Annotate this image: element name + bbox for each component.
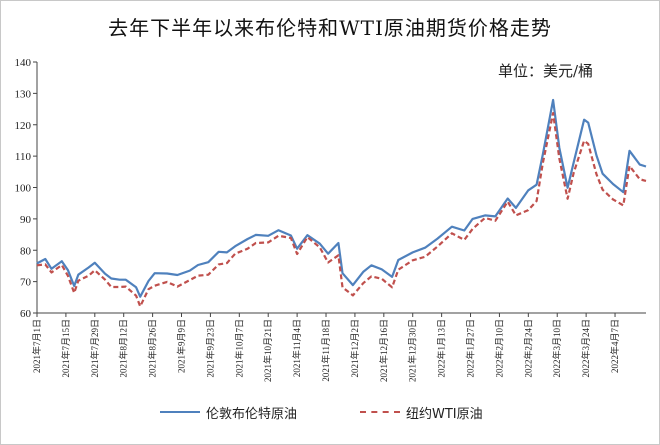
x-tick-label: 2022年2月10日 — [493, 319, 504, 378]
x-tick-label: 2022年3月10日 — [551, 319, 562, 378]
y-tick-label: 90 — [20, 214, 32, 226]
legend-label-brent: 伦敦布伦特原油 — [206, 406, 298, 422]
y-tick-label: 120 — [15, 120, 32, 132]
y-tick-labels: 60 70 80 90 100 110 120 130 140 — [15, 57, 32, 320]
legend: 伦敦布伦特原油 纽约WTI原油 — [160, 402, 580, 422]
x-tick-label: 2022年1月13日 — [436, 319, 447, 378]
x-tick-label: 2021年11月4日 — [291, 319, 302, 377]
x-tick-label: 2021年10月7日 — [233, 319, 244, 378]
y-tick-label: 140 — [15, 57, 32, 69]
x-tick-label: 2021年12月16日 — [378, 319, 389, 382]
x-tick-label: 2022年1月27日 — [465, 319, 476, 378]
y-tick-label: 70 — [20, 277, 32, 289]
x-tick-label: 2022年2月24日 — [522, 319, 533, 378]
x-tick-label: 2021年7月29日 — [89, 319, 100, 378]
y-tick-label: 80 — [20, 245, 32, 257]
legend-item-wti: 纽约WTI原油 — [360, 402, 483, 422]
chart-title: 去年下半年以来布伦特和WTI原油期货价格走势 — [108, 16, 552, 40]
legend-item-brent: 伦敦布伦特原油 — [160, 402, 297, 422]
x-tick-label: 2021年7月15日 — [60, 319, 71, 378]
x-tick-label: 2022年3月24日 — [580, 319, 591, 378]
x-tick-label: 2021年8月26日 — [147, 319, 158, 378]
y-tick-label: 60 — [20, 308, 32, 320]
x-tick-label: 2021年12月30日 — [407, 319, 418, 382]
y-tick-label: 130 — [15, 88, 32, 100]
series-line-1 — [36, 112, 647, 308]
legend-label-wti: 纽约WTI原油 — [406, 406, 483, 422]
y-tick-label: 110 — [15, 151, 32, 163]
legend-swatch-brent — [160, 411, 200, 413]
unit-label: 单位：美元/桶 — [498, 62, 594, 80]
axes — [33, 61, 646, 317]
x-tick-labels: 2021年7月1日 2021年7月15日 2021年7月29日 2021年8月12日 2… — [31, 319, 620, 382]
x-tick-label: 2021年9月9日 — [176, 319, 187, 373]
x-tick-label: 2021年8月12日 — [118, 319, 129, 378]
x-tick-label: 2021年12月2日 — [349, 319, 360, 378]
x-tick-label: 2022年4月7日 — [609, 319, 620, 373]
x-tick-label: 2021年7月1日 — [31, 319, 42, 373]
x-tick-label: 2021年9月23日 — [204, 319, 215, 378]
x-tick-label: 2021年10月21日 — [262, 319, 273, 382]
x-tick-label: 2021年11月18日 — [320, 319, 331, 382]
y-tick-label: 100 — [15, 183, 32, 195]
series-lines — [36, 98, 647, 308]
series-line-0 — [36, 98, 647, 298]
legend-swatch-wti — [360, 411, 400, 413]
